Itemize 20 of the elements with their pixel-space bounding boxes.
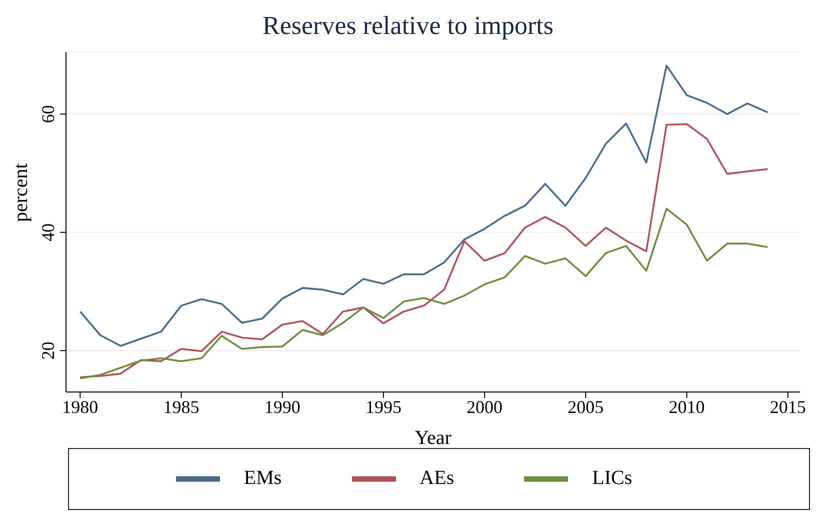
line-series: [79, 208, 769, 380]
x-tick-label: 1995: [365, 396, 402, 417]
y-tick-label: 60: [38, 105, 58, 124]
y-tick-label: 40: [38, 223, 58, 242]
y-tick-label: 20: [38, 342, 58, 360]
legend-label: AEs: [420, 466, 454, 489]
x-tick-label: 2015: [770, 396, 806, 417]
legend-label: EMs: [244, 466, 282, 489]
x-axis-title: Year: [414, 427, 452, 449]
line-series: [79, 123, 769, 378]
x-tick-label: 1980: [62, 396, 98, 417]
legend-label: LICs: [592, 466, 632, 489]
x-tick-label: 2010: [668, 396, 705, 417]
chart-title: Reserves relative to imports: [262, 10, 554, 42]
line-series: [79, 64, 769, 347]
y-axis-title: percent: [10, 162, 32, 222]
x-tick-label: 1990: [264, 396, 300, 417]
x-tick-label: 2000: [466, 396, 503, 417]
x-tick-label: 1985: [163, 396, 200, 417]
x-tick-label: 2005: [568, 396, 604, 417]
